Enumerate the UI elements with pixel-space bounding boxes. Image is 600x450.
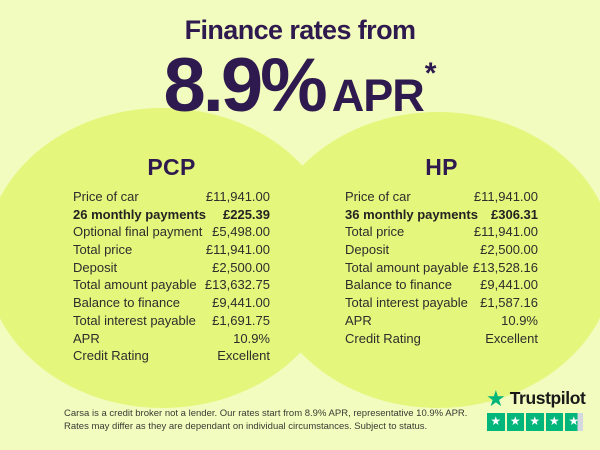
table-row: 26 monthly payments £225.39 — [73, 207, 270, 225]
row-value: £2,500.00 — [212, 259, 270, 275]
row-value: £11,941.00 — [473, 189, 538, 204]
row-value: 10.9% — [501, 312, 538, 328]
row-value: £13,632.75 — [204, 277, 270, 293]
table-row: Total price £11,941.00 — [73, 242, 270, 260]
trustpilot-star-icon: ★ — [486, 385, 506, 411]
table-row: Total interest payable £1,587.16 — [345, 295, 538, 313]
table-row: Price of car £11,941.00 — [73, 189, 270, 207]
row-value: Excellent — [485, 330, 538, 346]
table-row: Balance to finance £9,441.00 — [73, 295, 270, 313]
row-label: Deposit — [345, 242, 390, 258]
row-label: Total price — [73, 242, 133, 258]
table-row: Optional final payment £5,498.00 — [73, 224, 270, 242]
disclaimer-line-2: Rates may differ as they are dependant o… — [64, 421, 428, 432]
headline-tagline: Finance rates from — [184, 15, 416, 45]
table-row: 36 monthly payments £306.31 — [345, 207, 538, 225]
row-value: £11,941.00 — [205, 242, 270, 258]
row-label: Price of car — [345, 189, 411, 204]
table-row: Price of car £11,941.00 — [345, 189, 538, 207]
hp-plan-table: HP Price of car £11,941.00 36 monthly pa… — [345, 155, 538, 348]
row-value: £13,528.16 — [472, 259, 538, 275]
row-label: 36 monthly payments — [345, 206, 478, 222]
headline-rate: 8.9% APR * — [0, 46, 600, 126]
row-value: 10.9% — [233, 330, 270, 346]
table-row: Credit Rating Excellent — [73, 348, 270, 366]
row-label: Total amount payable — [73, 277, 197, 293]
trustpilot-widget: ★ Trustpilot ★ ★ ★ ★ ★ — [486, 385, 586, 431]
row-label: Balance to finance — [345, 277, 452, 293]
rate-value: 8.9% — [163, 43, 328, 128]
trustpilot-logo: ★ Trustpilot — [486, 385, 586, 411]
pcp-plan-table: PCP Price of car £11,941.00 26 monthly p… — [73, 155, 270, 366]
row-value: £306.31 — [491, 206, 538, 222]
star-icon: ★ — [487, 413, 505, 431]
table-row: Credit Rating Excellent — [345, 331, 538, 349]
row-value: £11,941.00 — [473, 224, 538, 240]
row-value: £5,498.00 — [212, 224, 270, 240]
pcp-title: PCP — [147, 154, 196, 180]
star-half-icon: ★ — [565, 413, 583, 431]
table-row: Total amount payable £13,632.75 — [73, 277, 270, 295]
row-label: Optional final payment — [73, 224, 203, 240]
rate-footnote-asterisk: * — [424, 57, 437, 90]
rate-apr-label: APR — [331, 70, 425, 121]
row-label: Credit Rating — [73, 348, 149, 364]
row-value: £1,587.16 — [480, 295, 538, 311]
star-icon: ★ — [506, 413, 524, 431]
background-circle-right — [262, 112, 600, 408]
table-row: Deposit £2,500.00 — [345, 242, 538, 260]
row-value: £9,441.00 — [480, 277, 538, 293]
row-label: Total interest payable — [345, 295, 468, 311]
row-label: Total interest payable — [73, 312, 196, 328]
legal-disclaimer: Carsa is a credit broker not a lender. O… — [64, 407, 484, 433]
table-row: Total amount payable £13,528.16 — [345, 260, 538, 278]
row-label: Price of car — [73, 189, 139, 204]
row-label: APR — [73, 330, 100, 346]
table-row: Total price £11,941.00 — [345, 224, 538, 242]
table-row: APR 10.9% — [345, 313, 538, 331]
table-row: Deposit £2,500.00 — [73, 260, 270, 278]
star-icon: ★ — [526, 413, 544, 431]
trustpilot-brand-name: Trustpilot — [509, 388, 586, 408]
row-label: Deposit — [73, 259, 118, 275]
row-value: £2,500.00 — [480, 242, 538, 258]
hp-title: HP — [425, 154, 458, 180]
row-value: £1,691.75 — [212, 312, 270, 328]
table-row: APR 10.9% — [73, 331, 270, 349]
row-value: £225.39 — [223, 206, 270, 222]
row-label: 26 monthly payments — [73, 206, 206, 222]
row-value: Excellent — [217, 348, 270, 364]
trustpilot-rating-stars: ★ ★ ★ ★ ★ — [487, 413, 585, 431]
disclaimer-line-1: Carsa is a credit broker not a lender. O… — [64, 408, 468, 419]
row-value: £9,441.00 — [212, 295, 270, 311]
row-label: Balance to finance — [73, 295, 180, 311]
row-label: APR — [345, 312, 372, 328]
table-row: Balance to finance £9,441.00 — [345, 277, 538, 295]
star-icon: ★ — [545, 413, 563, 431]
row-label: Credit Rating — [345, 330, 421, 346]
row-value: £11,941.00 — [205, 189, 270, 204]
table-row: Total interest payable £1,691.75 — [73, 313, 270, 331]
row-label: Total price — [345, 224, 405, 240]
row-label: Total amount payable — [345, 259, 469, 275]
